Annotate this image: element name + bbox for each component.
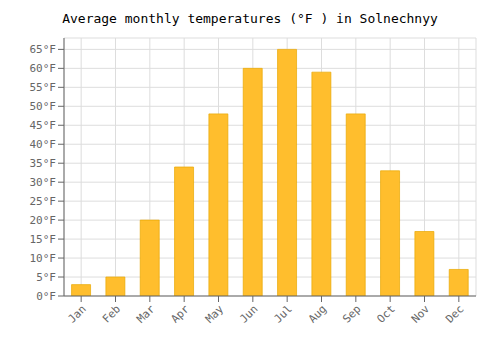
- svg-text:60°F: 60°F: [30, 62, 57, 75]
- svg-text:10°F: 10°F: [30, 252, 57, 265]
- svg-text:Dec: Dec: [443, 302, 466, 325]
- svg-text:Apr: Apr: [169, 302, 193, 326]
- svg-text:15°F: 15°F: [30, 233, 57, 246]
- svg-text:Nov: Nov: [409, 302, 433, 326]
- svg-text:5°F: 5°F: [36, 271, 56, 284]
- svg-text:Aug: Aug: [306, 302, 329, 325]
- svg-text:Oct: Oct: [375, 302, 398, 325]
- svg-text:Mar: Mar: [134, 302, 158, 326]
- svg-text:25°F: 25°F: [30, 195, 57, 208]
- svg-text:Jan: Jan: [66, 302, 89, 325]
- svg-text:Jun: Jun: [237, 302, 260, 325]
- svg-text:0°F: 0°F: [36, 290, 56, 303]
- svg-text:45°F: 45°F: [30, 119, 57, 132]
- svg-text:Feb: Feb: [100, 302, 123, 325]
- svg-text:May: May: [203, 302, 227, 326]
- svg-text:55°F: 55°F: [30, 81, 57, 94]
- svg-text:30°F: 30°F: [30, 176, 57, 189]
- svg-text:65°F: 65°F: [30, 43, 57, 56]
- svg-text:35°F: 35°F: [30, 157, 57, 170]
- svg-text:50°F: 50°F: [30, 100, 57, 113]
- svg-text:Jul: Jul: [272, 302, 295, 325]
- svg-text:Sep: Sep: [340, 302, 363, 325]
- svg-text:40°F: 40°F: [30, 138, 57, 151]
- svg-text:20°F: 20°F: [30, 214, 57, 227]
- html-text:Average monthly temperatures (: Average monthly temperatures (°F ) in So…: [62, 11, 438, 26]
